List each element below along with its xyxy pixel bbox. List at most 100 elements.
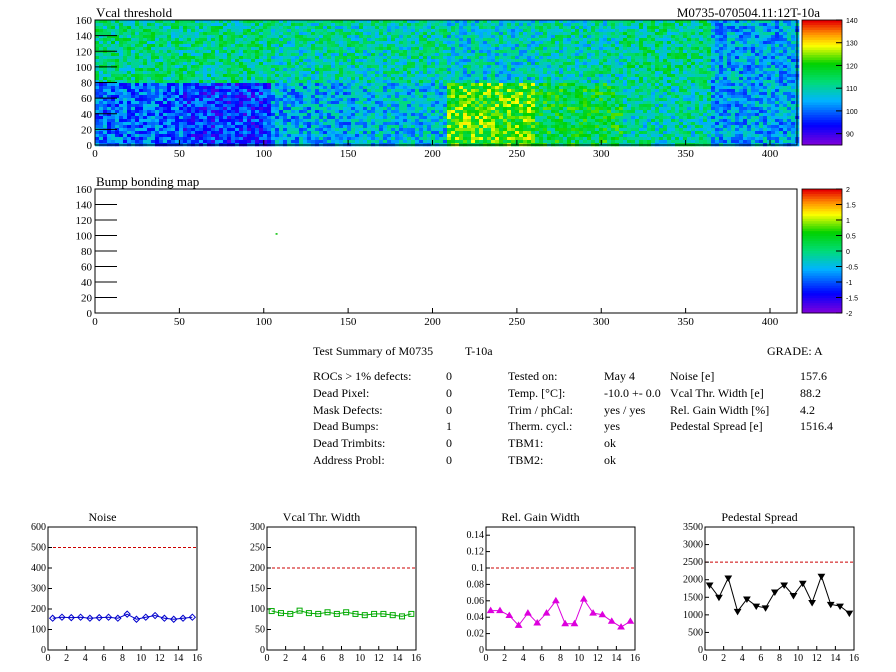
map-cell [239, 113, 244, 117]
map-cell [435, 80, 440, 84]
map-cell [211, 116, 216, 120]
map-cell [411, 128, 416, 132]
map-cell [475, 131, 480, 135]
map-cell [495, 68, 500, 72]
map-cell [303, 77, 308, 81]
map-cell [403, 125, 408, 129]
map-cell [411, 50, 416, 54]
map-cell [199, 122, 204, 126]
map-cell [135, 95, 140, 99]
map-cell [135, 101, 140, 105]
maps-layer: 0 50 100 150 200 250 300 350 4000204060801001201… [76, 5, 859, 328]
map-cell [163, 104, 168, 108]
map-cell [483, 59, 488, 63]
map-cell [311, 125, 316, 129]
map-cell [307, 44, 312, 48]
map-cell [455, 77, 460, 81]
map-cell [247, 77, 252, 81]
map-cell [139, 98, 144, 102]
map-cell [471, 83, 476, 87]
map-cell [455, 23, 460, 27]
map-cell [167, 95, 172, 99]
map-cell [447, 32, 452, 36]
map-cell [491, 95, 496, 99]
map-cell [271, 95, 276, 99]
map-cell [111, 110, 116, 114]
map-cell [527, 92, 532, 96]
map-cell [303, 86, 308, 90]
map-cell [459, 26, 464, 30]
map-cell [259, 35, 264, 39]
map-cell [315, 35, 320, 39]
map-cell [267, 44, 272, 48]
map-cell [211, 131, 216, 135]
map-cell [351, 44, 356, 48]
map-cell [327, 86, 332, 90]
map-cell [171, 113, 176, 117]
map-cell [491, 101, 496, 105]
map-cell [159, 92, 164, 96]
map-cell [343, 113, 348, 117]
map-cell [123, 26, 128, 30]
map-cell [431, 83, 436, 87]
map-cell [527, 116, 532, 120]
map-cell [523, 68, 528, 72]
map-cell [343, 44, 348, 48]
map-cell [439, 113, 444, 117]
map-cell [303, 104, 308, 108]
map-cell [551, 56, 556, 60]
map-cell [375, 134, 380, 138]
map-cell [119, 74, 124, 78]
map-cell [383, 125, 388, 129]
map-cell [163, 68, 168, 72]
map-cell [255, 113, 260, 117]
map-cell [523, 140, 528, 144]
map-cell [191, 104, 196, 108]
map-cell [235, 62, 240, 66]
map-cell [143, 131, 148, 135]
map-cell [275, 50, 280, 54]
map-cell [303, 89, 308, 93]
map-cell [219, 110, 224, 114]
map-cell [359, 137, 364, 141]
map-cell [523, 26, 528, 30]
map-cell [455, 116, 460, 120]
map-cell [423, 68, 428, 72]
map-cell [123, 71, 128, 75]
map-cell [255, 20, 260, 24]
map-cell [407, 71, 412, 75]
map-cell [399, 62, 404, 66]
map-cell [163, 38, 168, 42]
map-cell [383, 50, 388, 54]
map-cell [467, 29, 472, 33]
map-cell [411, 74, 416, 78]
map-cell [511, 89, 516, 93]
map-cell [183, 113, 188, 117]
map-cell [239, 95, 244, 99]
map-cell [263, 44, 268, 48]
map-cell [395, 56, 400, 60]
map-cell [135, 53, 140, 57]
map-cell [131, 32, 136, 36]
map-cell [379, 71, 384, 75]
map-cell [227, 89, 232, 93]
map-cell [119, 128, 124, 132]
map-cell [463, 59, 468, 63]
map-cell [503, 86, 508, 90]
map-cell [547, 80, 552, 84]
map-cell [327, 56, 332, 60]
map-cell [99, 134, 104, 138]
map-cell [463, 140, 468, 144]
map-cell [359, 110, 364, 114]
map-cell [463, 41, 468, 45]
map-cell [559, 41, 564, 45]
map-cell [283, 86, 288, 90]
map-cell [295, 119, 300, 123]
map-cell [95, 140, 100, 144]
map-cell [559, 92, 564, 96]
map-cell [283, 110, 288, 114]
map-cell [287, 80, 292, 84]
map-cell [99, 56, 104, 60]
map-cell [363, 65, 368, 69]
map-cell [355, 134, 360, 138]
